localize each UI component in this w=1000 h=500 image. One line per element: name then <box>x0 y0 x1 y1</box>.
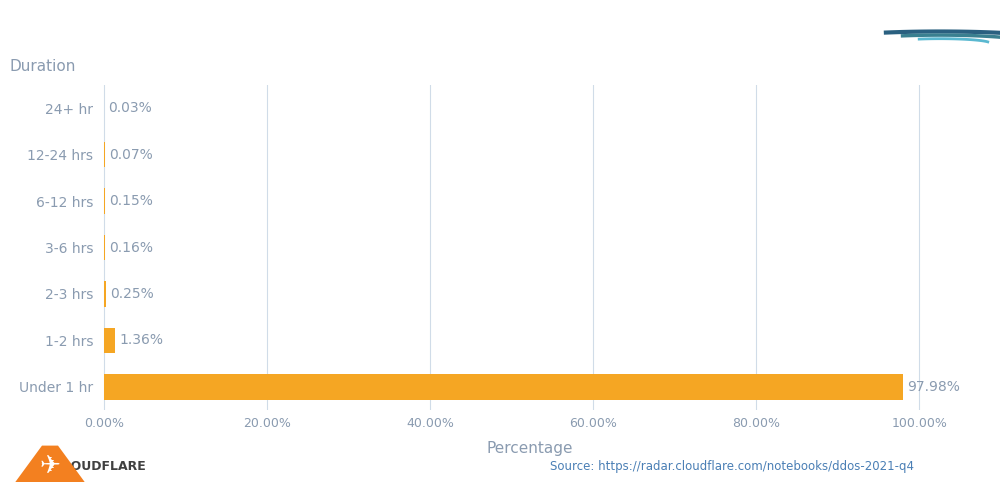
Text: CLOUDFLARE: CLOUDFLARE <box>54 460 146 473</box>
Bar <box>104 188 105 214</box>
Text: Network-layer DDoS attacks: Distribution by duration: Network-layer DDoS attacks: Distribution… <box>30 36 871 64</box>
Bar <box>104 234 105 260</box>
Text: 0.03%: 0.03% <box>108 101 152 115</box>
Bar <box>104 281 106 306</box>
Text: 0.25%: 0.25% <box>110 287 154 301</box>
Text: ✈: ✈ <box>40 454 60 478</box>
Text: 0.07%: 0.07% <box>109 148 152 162</box>
Polygon shape <box>15 446 85 482</box>
Text: 0.16%: 0.16% <box>109 240 153 254</box>
Text: Duration: Duration <box>10 59 76 74</box>
Bar <box>104 374 903 400</box>
Text: 97.98%: 97.98% <box>907 380 960 394</box>
X-axis label: Percentage: Percentage <box>487 441 573 456</box>
Text: 1.36%: 1.36% <box>119 334 163 347</box>
Text: Source: https://radar.cloudflare.com/notebooks/ddos-2021-q4: Source: https://radar.cloudflare.com/not… <box>550 460 914 473</box>
Text: 0.15%: 0.15% <box>109 194 153 208</box>
Bar <box>104 328 115 353</box>
